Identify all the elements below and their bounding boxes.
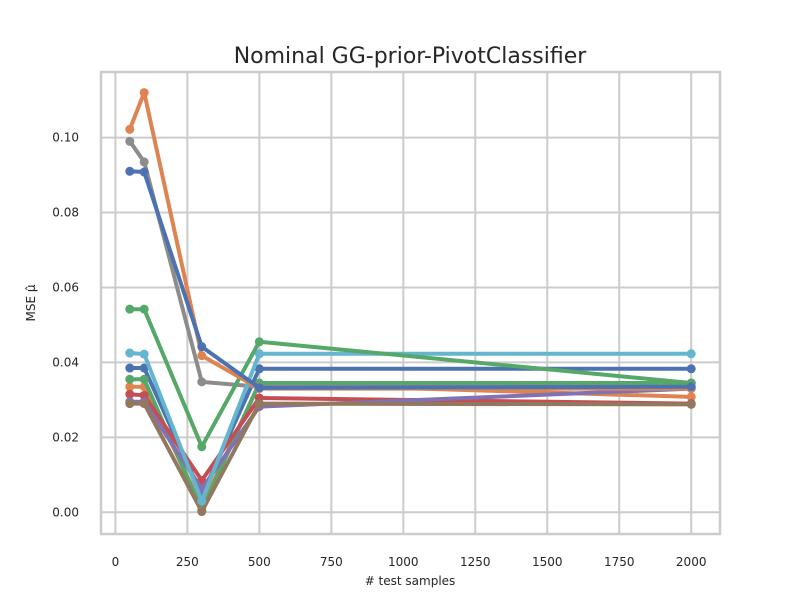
y-axis-label: MSE μ̂ [24,284,38,321]
x-tick-label: 750 [320,555,343,569]
grid [101,72,720,534]
data-point [254,337,264,347]
data-point [686,399,696,409]
data-point [686,364,696,374]
data-point [125,304,135,314]
x-tick-label: 250 [176,555,199,569]
data-point [197,442,207,452]
data-point [254,364,264,374]
series-9 [125,304,696,452]
y-tick-label: 0.00 [52,505,79,519]
data-point [125,124,135,134]
data-point [686,382,696,392]
y-tick-label: 0.02 [52,430,79,444]
data-point [139,88,149,98]
series-6 [125,399,696,517]
data-point [139,167,149,177]
x-axis-label: # test samples [365,574,456,588]
data-point [125,166,135,176]
data-point [254,383,264,393]
data-point [197,507,207,517]
data-point [125,136,135,146]
data-point [125,389,135,399]
y-tick-label: 0.04 [52,355,79,369]
x-tick-label: 1000 [388,555,419,569]
data-point [125,382,135,392]
data-point [125,348,135,358]
data-point [254,399,264,409]
series-11 [125,166,696,393]
x-tick-labels: 0 250 500 750 1000 1250 1500 1750 2000 [112,555,707,569]
data-point [139,157,149,167]
data-point [125,363,135,373]
data-point [254,349,264,359]
data-point [197,496,207,506]
data-point [139,399,149,409]
y-tick-labels: 0.00 0.02 0.04 0.06 0.08 0.10 [52,131,79,520]
x-tick-label: 1500 [532,555,563,569]
data-point [139,304,149,314]
y-tick-label: 0.10 [52,131,79,145]
x-tick-label: 0 [112,555,120,569]
data-point [125,374,135,384]
x-tick-label: 1750 [604,555,635,569]
plot-frame [99,70,722,536]
data-point [686,392,696,402]
data-point [197,377,207,387]
data-point [139,374,149,384]
x-tick-label: 500 [248,555,271,569]
data-point [139,349,149,359]
y-tick-label: 0.08 [52,206,79,220]
chart-title: Nominal GG-prior-PivotClassifier [234,44,588,69]
data-point [139,390,149,400]
y-tick-label: 0.06 [52,280,79,294]
series-layer [125,88,696,517]
data-point [125,399,135,409]
x-tick-label: 2000 [676,555,707,569]
plot-background [101,72,720,534]
data-point [686,349,696,359]
data-point [197,351,207,361]
data-point [139,363,149,373]
x-tick-label: 1250 [460,555,491,569]
data-point [197,342,207,352]
